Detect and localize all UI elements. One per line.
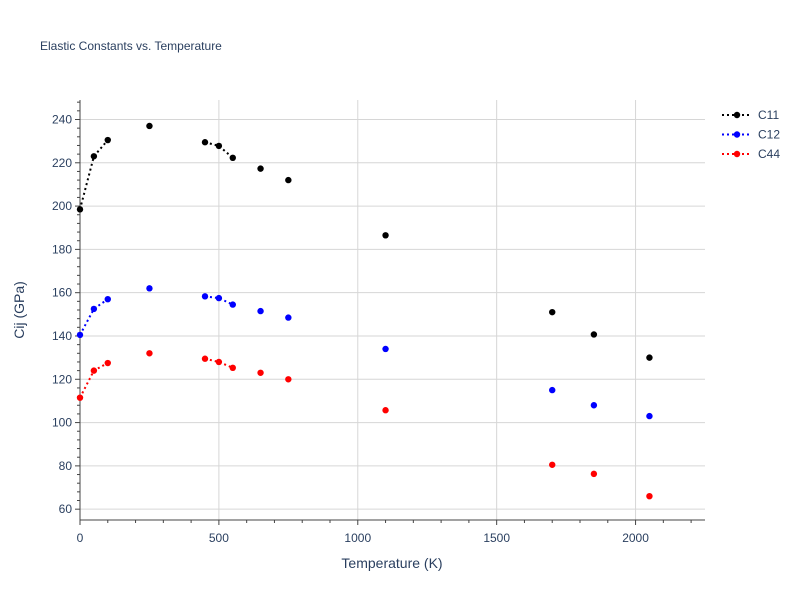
data-point-c12 <box>549 386 556 394</box>
x-tick-label: 500 <box>209 531 229 545</box>
data-point-c44 <box>201 355 209 362</box>
x-axis-title: Temperature (K) <box>341 555 442 571</box>
y-tick-label: 160 <box>52 286 72 300</box>
data-point-c11 <box>549 308 556 316</box>
data-point-c12 <box>201 293 209 300</box>
y-tick-label: 120 <box>52 372 72 386</box>
y-tick-label: 60 <box>59 502 73 516</box>
series-c44 <box>76 350 653 500</box>
x-tick-label: 1000 <box>344 531 371 545</box>
data-point-c12 <box>382 345 389 353</box>
legend-label-c44: C44 <box>758 147 780 161</box>
data-point-c44 <box>590 470 598 478</box>
data-point-c12 <box>229 301 236 308</box>
legend-label-c11: C11 <box>758 108 779 122</box>
data-point-c11 <box>146 122 153 130</box>
legend-label-c12: C12 <box>758 128 780 142</box>
axis-layer: 0 500 1000 1500 2000 60 80 100 120 140 160 180 200 22… <box>52 100 705 545</box>
legend: C11 C12 C44 <box>722 108 780 161</box>
y-tick-label: 180 <box>52 242 72 256</box>
legend-marker-c11 <box>733 111 741 119</box>
data-point-c11 <box>229 154 236 162</box>
data-point-c44 <box>382 407 389 414</box>
series-c11 <box>76 122 653 361</box>
y-tick-label: 220 <box>52 156 72 170</box>
data-point-c11 <box>201 139 209 146</box>
data-point-c11 <box>382 232 389 239</box>
data-point-c44 <box>104 359 111 367</box>
data-point-c11 <box>257 165 264 172</box>
y-tick-label: 100 <box>52 416 72 430</box>
series-line-c11 <box>79 139 109 210</box>
y-tick-label: 240 <box>52 112 72 126</box>
legend-marker-c12 <box>733 131 741 138</box>
data-point-c11 <box>215 142 223 150</box>
data-point-c12 <box>215 294 223 302</box>
data-point-c11 <box>90 153 98 160</box>
series-layer <box>76 122 653 500</box>
grid-layer <box>80 100 705 520</box>
data-point-c12 <box>590 402 598 409</box>
x-tick-label: 0 <box>77 531 84 545</box>
series-line-c12 <box>79 298 109 336</box>
y-axis-title: Cij (GPa) <box>11 281 27 339</box>
legend-marker-c44 <box>733 150 741 158</box>
data-point-c12 <box>76 331 84 339</box>
data-point-c11 <box>285 176 292 184</box>
y-tick-label: 140 <box>52 329 72 343</box>
data-point-c12 <box>285 314 292 321</box>
data-point-c44 <box>229 364 236 372</box>
data-point-c11 <box>646 354 653 361</box>
data-point-c44 <box>146 350 153 357</box>
data-point-c44 <box>76 394 84 401</box>
series-c12 <box>76 285 653 420</box>
data-point-c11 <box>76 206 84 213</box>
chart-title: Elastic Constants vs. Temperature <box>40 39 222 53</box>
data-point-c44 <box>646 492 653 500</box>
data-point-c44 <box>90 367 98 374</box>
x-tick-label: 1500 <box>483 531 510 545</box>
y-tick-label: 80 <box>59 459 73 473</box>
data-point-c11 <box>104 136 111 144</box>
data-point-c12 <box>104 295 111 303</box>
data-point-c12 <box>257 307 264 315</box>
data-point-c11 <box>590 331 598 338</box>
data-point-c44 <box>215 358 223 366</box>
data-point-c12 <box>146 285 153 292</box>
data-point-c44 <box>257 369 264 376</box>
data-point-c12 <box>646 412 653 420</box>
series-line-c11 <box>204 141 234 159</box>
data-point-c44 <box>549 461 556 468</box>
x-tick-label: 2000 <box>622 531 649 545</box>
y-tick-label: 200 <box>52 199 72 213</box>
data-point-c44 <box>285 376 292 383</box>
data-point-c12 <box>90 305 98 313</box>
